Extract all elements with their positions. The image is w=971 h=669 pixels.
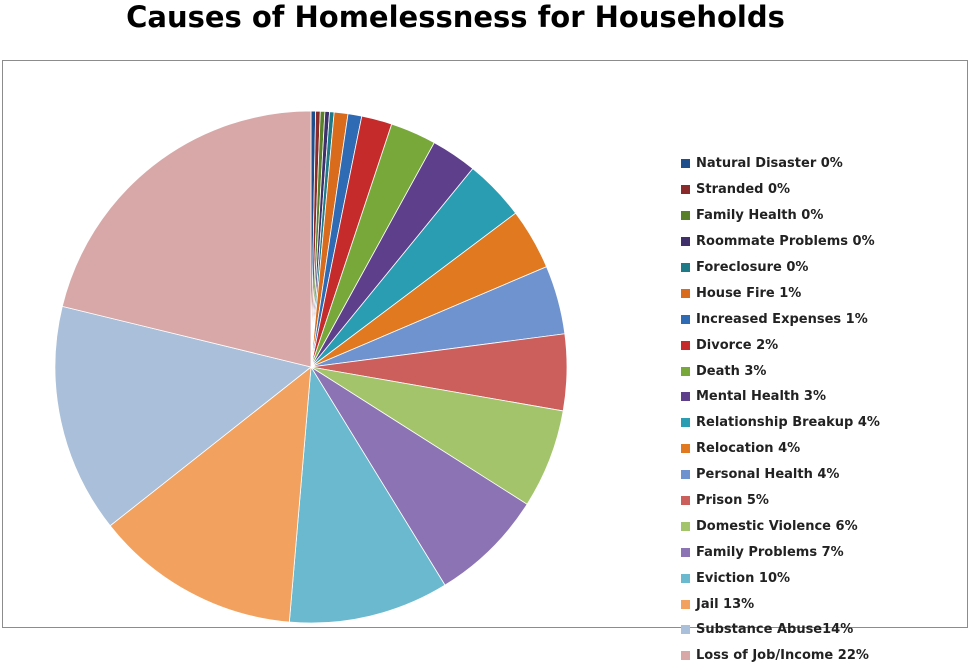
legend-swatch bbox=[681, 340, 690, 350]
legend-label: Relocation 4% bbox=[696, 441, 801, 457]
legend-label: Prison 5% bbox=[696, 493, 769, 509]
pie-slice-19 bbox=[61, 110, 312, 368]
legend-label: Foreclosure 0% bbox=[696, 260, 809, 275]
pie-chart bbox=[54, 110, 568, 624]
legend-label: Roommate Problems 0% bbox=[696, 234, 875, 250]
legend-item: Jail 13% bbox=[681, 591, 880, 617]
legend-label: Divorce 2% bbox=[696, 337, 779, 353]
legend-label: Stranded 0% bbox=[696, 182, 791, 198]
chart-title: Causes of Homelessness for Households bbox=[126, 0, 785, 34]
legend-swatch bbox=[681, 651, 690, 661]
legend-item: Prison 5% bbox=[681, 488, 880, 514]
legend-item: Increased Expenses 1% bbox=[681, 306, 880, 332]
legend-swatch bbox=[681, 418, 690, 428]
legend-label: House Fire 1% bbox=[696, 285, 802, 301]
legend-swatch bbox=[681, 444, 690, 454]
legend-swatch bbox=[681, 185, 690, 195]
legend-swatch bbox=[681, 496, 690, 506]
legend-item: Natural Disaster 0% bbox=[681, 151, 880, 177]
legend-swatch bbox=[681, 237, 690, 247]
legend-label: Family Problems 7% bbox=[696, 544, 844, 560]
legend-item: Domestic Violence 6% bbox=[681, 513, 880, 539]
legend-swatch bbox=[681, 521, 690, 531]
legend-swatch bbox=[681, 470, 690, 480]
legend-label: Family Health 0% bbox=[696, 208, 824, 224]
legend-label: Mental Health 3% bbox=[696, 389, 826, 405]
legend-label: Jail 13% bbox=[696, 596, 755, 612]
legend-swatch bbox=[681, 314, 690, 324]
pie-slice-17 bbox=[109, 366, 312, 623]
pie-slice-18 bbox=[54, 305, 312, 527]
legend-item: House Fire 1% bbox=[681, 280, 880, 306]
legend-label: Loss of Job/Income 22% bbox=[696, 648, 869, 664]
legend-label: Substance Abuse14% bbox=[696, 622, 854, 638]
legend-swatch bbox=[681, 288, 690, 298]
legend-swatch bbox=[681, 263, 690, 272]
legend-swatch bbox=[681, 366, 690, 376]
legend-label: Domestic Violence 6% bbox=[696, 518, 858, 534]
legend-item: Family Problems 7% bbox=[681, 539, 880, 565]
legend-item: Relocation 4% bbox=[681, 436, 880, 462]
legend-item: Relationship Breakup 4% bbox=[681, 410, 880, 436]
legend-swatch bbox=[681, 625, 690, 635]
legend-label: Relationship Breakup 4% bbox=[696, 415, 880, 431]
pie-slice-15 bbox=[310, 366, 528, 586]
legend-swatch bbox=[681, 211, 690, 221]
legend-item: Stranded 0% bbox=[681, 177, 880, 203]
legend-label: Natural Disaster 0% bbox=[696, 156, 843, 172]
chart-area: Natural Disaster 0% Stranded 0% Family Hea… bbox=[2, 60, 968, 663]
legend-item: Roommate Problems 0% bbox=[681, 229, 880, 255]
legend-swatch bbox=[681, 392, 690, 402]
legend-label: Death 3% bbox=[696, 363, 767, 379]
legend-item: Loss of Job/Income 22% bbox=[681, 643, 880, 669]
legend-item: Personal Health 4% bbox=[681, 462, 880, 488]
legend-swatch bbox=[681, 159, 690, 169]
legend-swatch bbox=[681, 547, 690, 557]
legend-item: Foreclosure 0% bbox=[681, 255, 880, 281]
legend-swatch bbox=[681, 599, 690, 609]
legend-item: Family Health 0% bbox=[681, 203, 880, 229]
legend-label: Personal Health 4% bbox=[696, 467, 840, 483]
pie-slice-16 bbox=[288, 365, 446, 624]
legend-label: Eviction 10% bbox=[696, 570, 791, 586]
legend-item: Death 3% bbox=[681, 358, 880, 384]
legend: Natural Disaster 0% Stranded 0% Family Hea… bbox=[681, 151, 880, 669]
legend-label: Increased Expenses 1% bbox=[696, 311, 868, 327]
legend-item: Eviction 10% bbox=[681, 565, 880, 591]
legend-item: Divorce 2% bbox=[681, 332, 880, 358]
legend-item: Mental Health 3% bbox=[681, 384, 880, 410]
legend-swatch bbox=[681, 573, 690, 583]
legend-item: Substance Abuse14% bbox=[681, 617, 880, 643]
